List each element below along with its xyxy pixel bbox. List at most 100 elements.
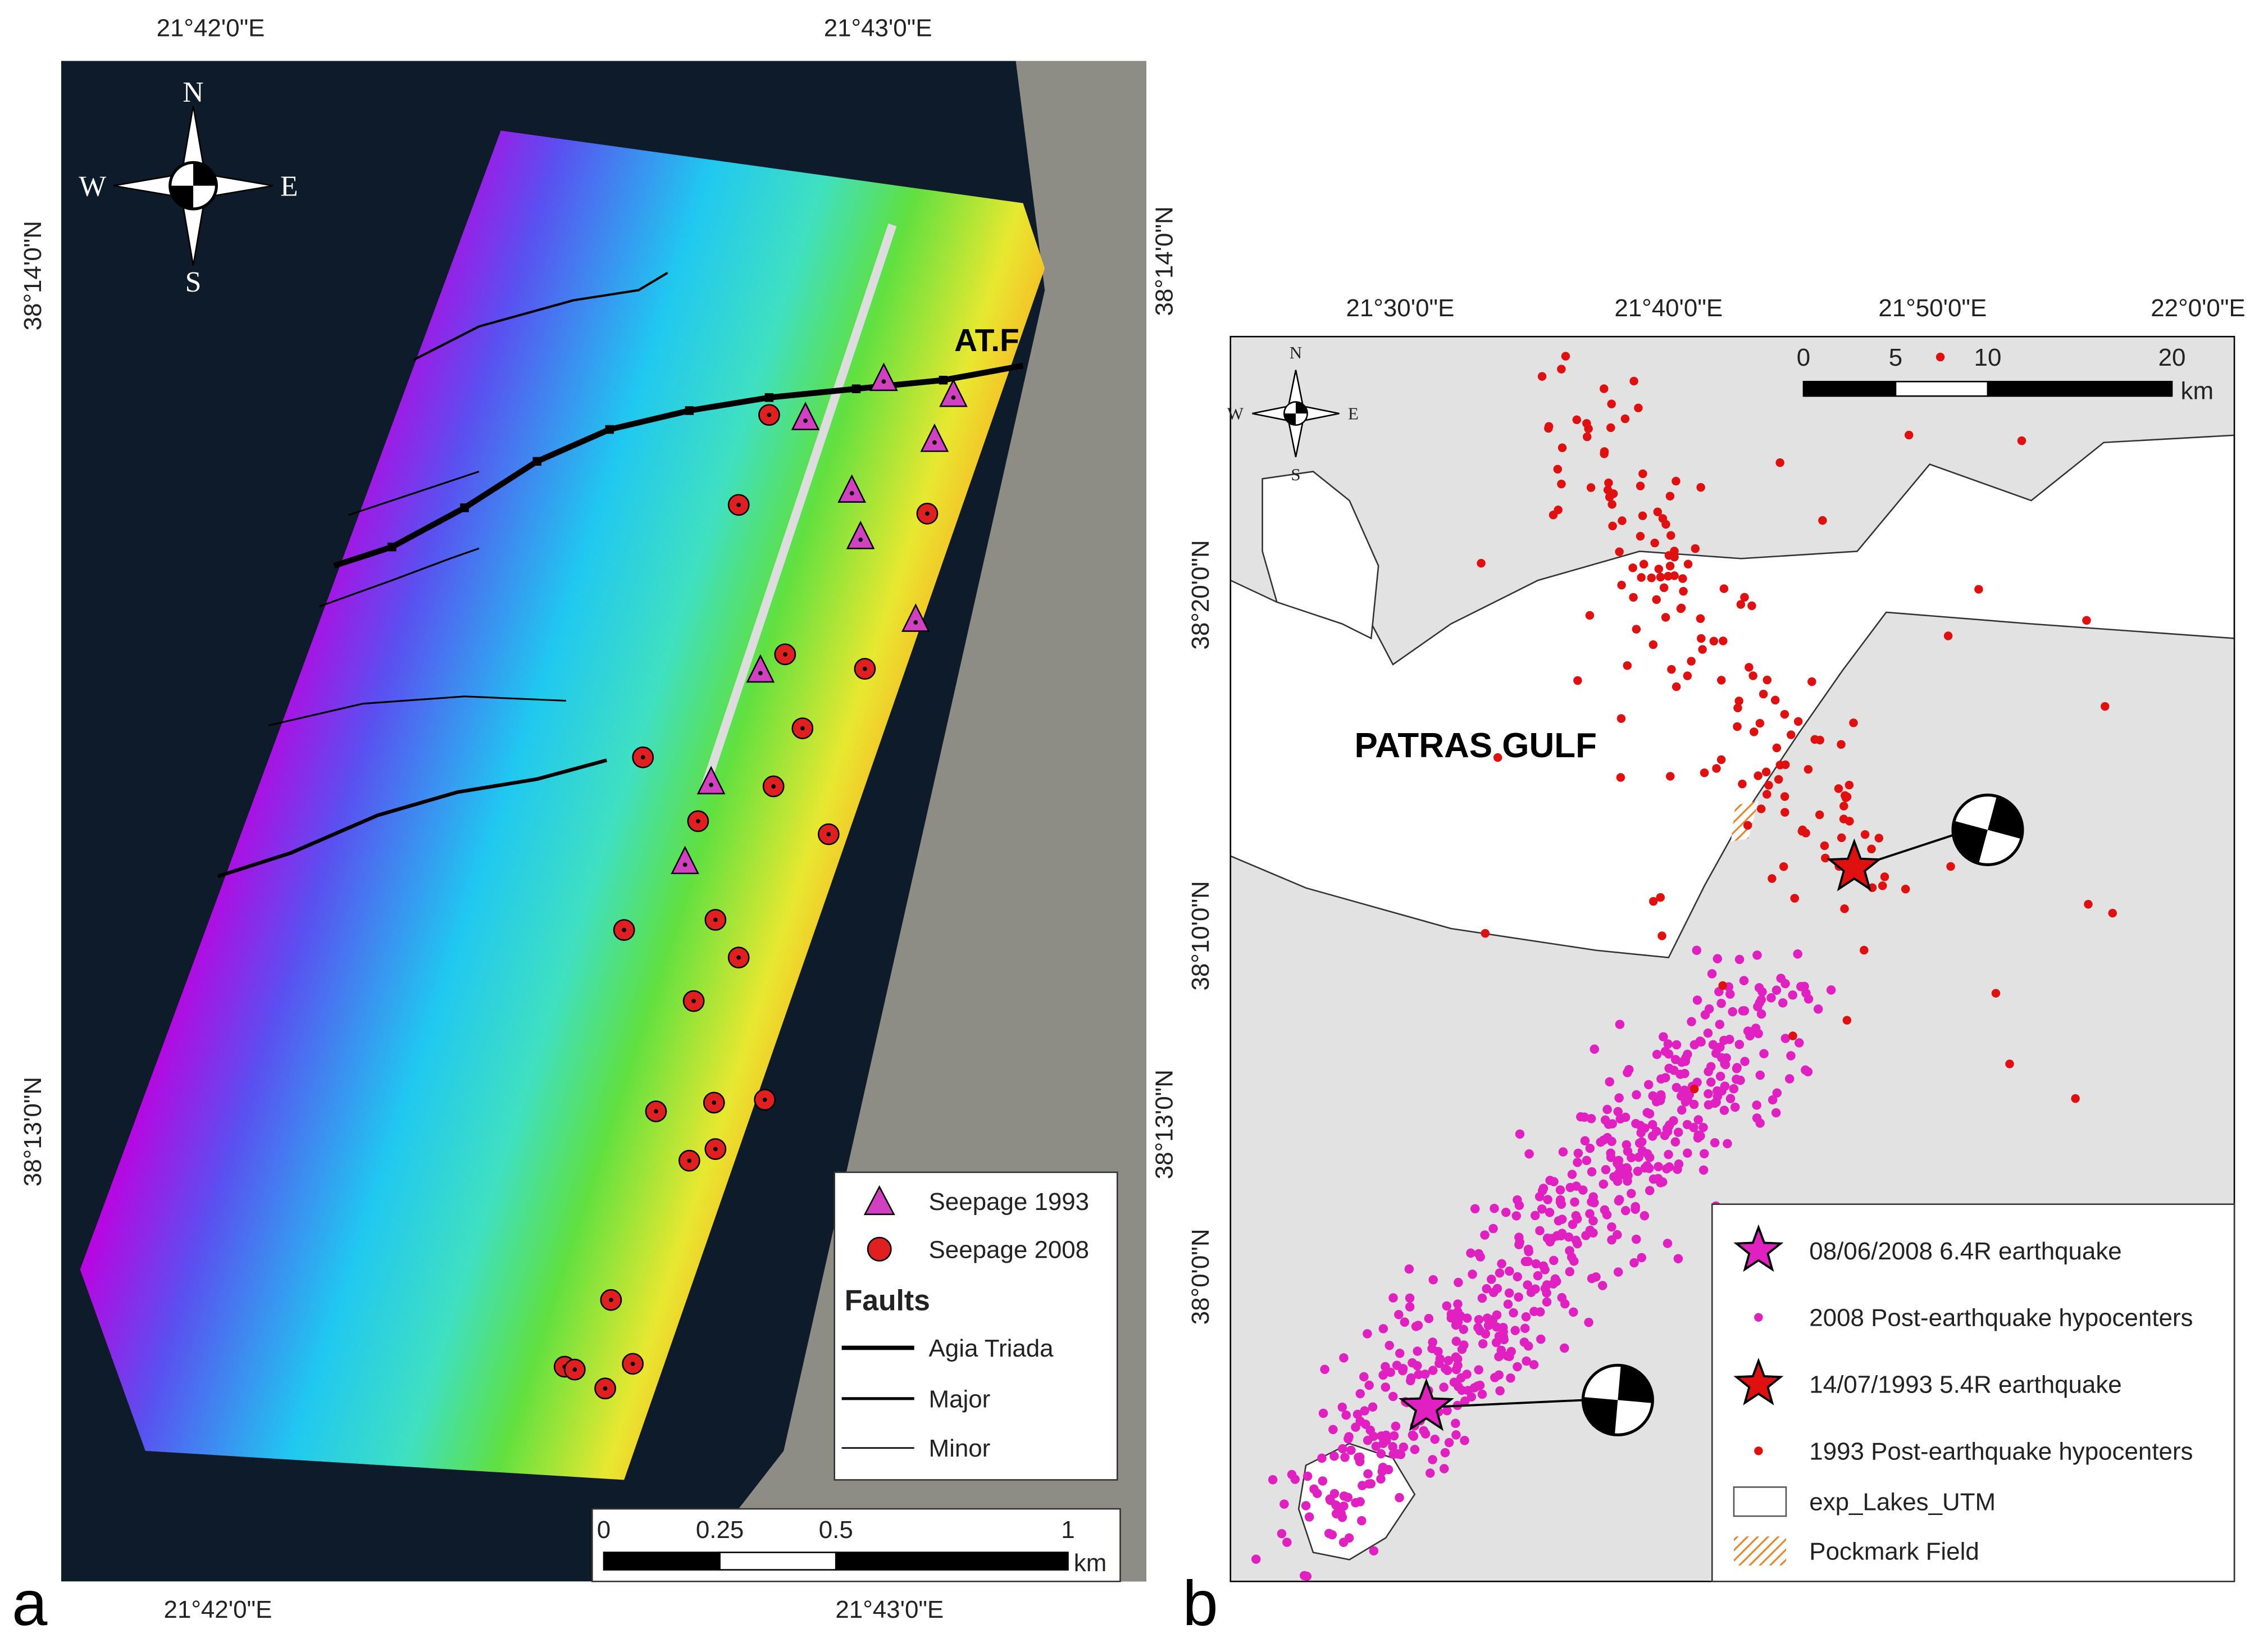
hypocenter-1993 xyxy=(1790,894,1799,903)
hypocenter-1993 xyxy=(1573,676,1582,685)
hypocenter-2008 xyxy=(1451,1352,1461,1362)
hypocenter-2008 xyxy=(1588,1192,1598,1202)
hypocenter-2008 xyxy=(1357,1516,1367,1526)
hypocenter-2008 xyxy=(1519,1337,1529,1347)
hypocenter-2008 xyxy=(1531,1284,1540,1294)
hypocenter-2008 xyxy=(1492,1284,1502,1294)
hypocenter-1993 xyxy=(1615,547,1624,556)
hypocenter-2008 xyxy=(1605,1077,1615,1087)
hypocenter-1993 xyxy=(1768,874,1777,883)
hypocenter-1993 xyxy=(1544,422,1554,431)
hypocenter-1993 xyxy=(1648,640,1658,649)
hypocenter-1993 xyxy=(1656,893,1665,902)
hypocenter-2008 xyxy=(1776,973,1786,983)
hypocenter-2008 xyxy=(1389,1431,1399,1441)
hypocenter-1993 xyxy=(1787,730,1796,739)
hypocenter-1993 xyxy=(1670,547,1679,556)
hypocenter-1993 xyxy=(1716,755,1726,765)
hypocenter-2008 xyxy=(1535,1226,1545,1236)
hypocenter-2008 xyxy=(1647,1120,1657,1130)
hypocenter-1993 xyxy=(1654,565,1664,574)
hypocenter-2008 xyxy=(1428,1366,1438,1375)
hypocenter-2008 xyxy=(1477,1389,1487,1399)
hypocenter-2008 xyxy=(1771,985,1782,995)
fault-barb xyxy=(851,384,861,393)
hypocenter-1993 xyxy=(1618,516,1627,525)
earthquake-star xyxy=(1733,1224,1784,1272)
hypocenter-1993 xyxy=(1493,753,1502,762)
hypocenter-2008 xyxy=(1738,1006,1748,1016)
legend-label: Seepage 1993 xyxy=(929,1188,1090,1216)
lagoon xyxy=(1261,471,1379,640)
hypocenter-1993 xyxy=(2017,436,2026,445)
hypocenter-2008 xyxy=(1570,1197,1579,1207)
seepage-dot xyxy=(603,1386,608,1391)
hypocenter-2008 xyxy=(1584,1317,1593,1327)
hypocenter-1993 xyxy=(1748,671,1757,680)
hypocenter-1993 xyxy=(1874,834,1884,843)
hypocenter-2008 xyxy=(1359,1372,1369,1382)
breakwater xyxy=(699,223,897,793)
seepage-dot xyxy=(640,755,645,760)
hypocenter-2008 xyxy=(1426,1468,1435,1478)
legend-label: Minor xyxy=(929,1435,991,1462)
hypocenter-2008 xyxy=(1590,1044,1600,1054)
hypocenter-1993 xyxy=(1652,595,1661,604)
hypocenter-1993 xyxy=(1537,372,1547,381)
hypocenter-2008 xyxy=(1739,976,1749,985)
hypocenter-1993 xyxy=(2101,702,2110,711)
hypocenter-2008 xyxy=(1606,1148,1615,1158)
scale-tick-label: 1 xyxy=(1061,1516,1074,1544)
hypocenter-2008 xyxy=(1442,1366,1452,1375)
lon-label: 22°0'0"E xyxy=(2151,294,2245,322)
seepage-1993 xyxy=(920,423,949,452)
seepage-1993 xyxy=(939,378,968,407)
hypocenter-2008 xyxy=(1651,1126,1661,1136)
hypocenter-2008 xyxy=(1376,1449,1386,1459)
hypocenter-2008 xyxy=(1754,983,1764,993)
hypocenter-1993 xyxy=(1600,384,1609,393)
hypocenter-2008 xyxy=(1398,1366,1408,1376)
hypocenter-2008 xyxy=(1682,1120,1692,1130)
hypocenter-2008 xyxy=(1693,1133,1703,1143)
hypocenter-2008 xyxy=(1341,1411,1351,1420)
seepage-dot xyxy=(713,1146,718,1152)
hypocenter-1993 xyxy=(1780,808,1789,817)
hypocenter-2008 xyxy=(1693,1115,1704,1125)
hypocenter-2008 xyxy=(1444,1437,1454,1448)
place-label: PATRAS GULF xyxy=(1355,726,1597,765)
scale-tick-label: 0 xyxy=(597,1516,611,1544)
hypocenter-2008 xyxy=(1640,1163,1650,1173)
hypocenter-2008 xyxy=(1533,1271,1543,1281)
hypocenter-2008 xyxy=(1631,1118,1641,1129)
panel-label: a xyxy=(12,1568,48,1638)
hypocenter-2008 xyxy=(1692,995,1702,1005)
lat-label: 38°0'0"N xyxy=(1187,1229,1214,1325)
hypocenter-2008 xyxy=(1378,1324,1388,1334)
hypocenter-2008 xyxy=(1673,1127,1683,1137)
hypocenter-1993 xyxy=(1712,764,1721,773)
hypocenter-1993 xyxy=(1901,884,1910,894)
hypocenter-2008 xyxy=(1670,1054,1680,1064)
hypocenter-1993 xyxy=(1664,572,1673,581)
seepage-dot xyxy=(687,1158,692,1163)
hypocenter-2008 xyxy=(1503,1299,1513,1309)
hypocenter-2008 xyxy=(1339,1353,1349,1363)
scale-segment xyxy=(1802,380,1897,397)
seepage-1993 xyxy=(791,402,820,430)
hypocenter-2008 xyxy=(1573,1148,1583,1158)
focal-mechanism xyxy=(1951,793,2024,866)
hypocenter-2008 xyxy=(1325,1494,1335,1504)
fault-barb xyxy=(532,457,541,466)
hypocenter-2008 xyxy=(1338,1537,1349,1547)
hypocenter-1993 xyxy=(1738,779,1747,789)
hypocenter-2008 xyxy=(1687,1017,1696,1027)
hypocenter-1993 xyxy=(1585,611,1595,620)
hypocenter-2008 xyxy=(1371,1441,1381,1452)
hypocenter-2008 xyxy=(1566,1252,1577,1262)
hypocenter-1993 xyxy=(1820,841,1829,850)
hypocenter-2008 xyxy=(1363,1329,1372,1339)
hypocenter-2008 xyxy=(1706,1077,1716,1087)
scale-segment xyxy=(1987,380,2173,397)
hypocenter-1993 xyxy=(1818,516,1827,525)
